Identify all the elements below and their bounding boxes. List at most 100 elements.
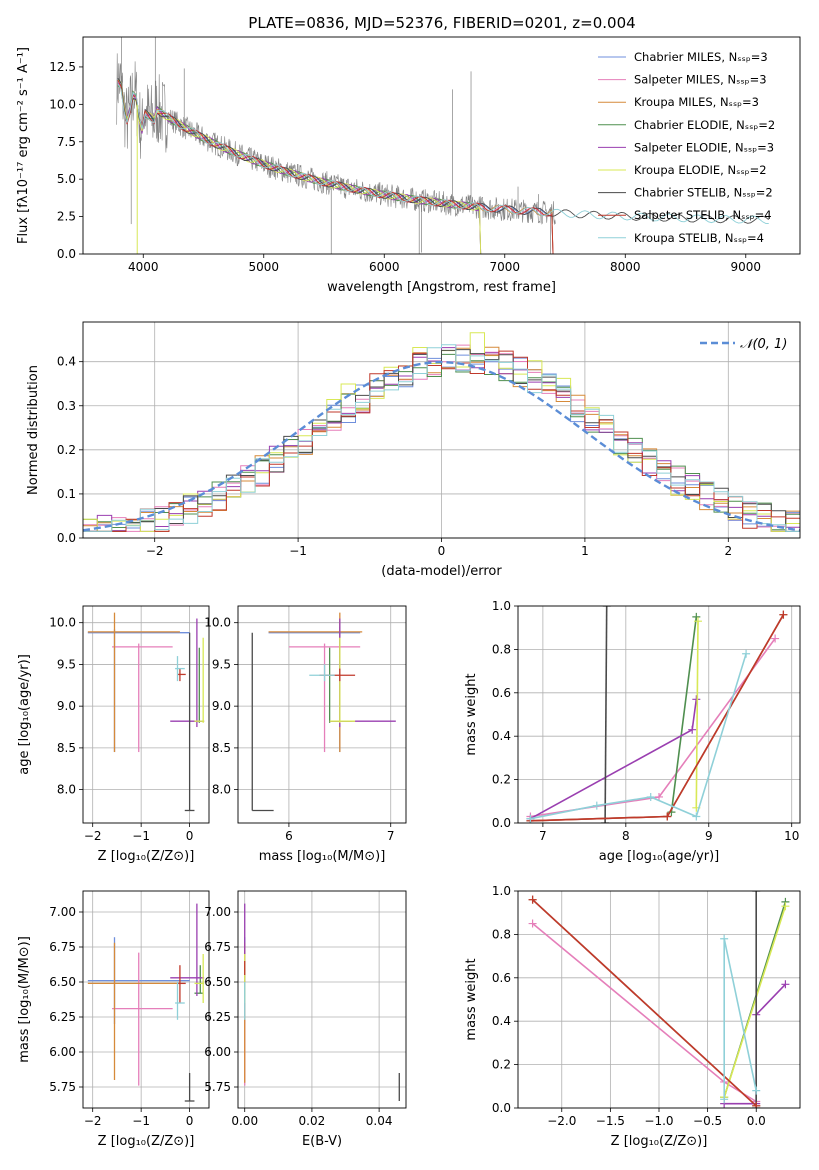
weight-line-7	[604, 606, 608, 823]
weight-marker	[771, 634, 780, 643]
histogram-7	[83, 349, 800, 532]
mass_vs_Z-xtick-label: −1	[132, 1114, 150, 1128]
spectrum-axes: 4000 5000 6000 7000 8000 9000 0.0 2.5 5.0 7.5 10.0…	[16, 37, 769, 295]
mass_vs_ebv-plot-area	[244, 903, 400, 1101]
mass_vs_ebv-ytick-label: 6.50	[204, 975, 231, 989]
weight-marker	[528, 895, 537, 904]
legend-label: 𝒩(0, 1)	[740, 337, 787, 352]
weight_vs_age-plot-area	[526, 606, 788, 823]
age_vs_Z-xtick-label: 0	[186, 829, 194, 843]
weight_vs_age-frame	[517, 605, 801, 824]
residuals-legend: 𝒩(0, 1)	[700, 337, 787, 352]
spectrum-ytick-label: 10.0	[49, 97, 76, 111]
age_vs_Z-ytick-label: 8.0	[57, 783, 76, 797]
spectrum-frame	[82, 36, 801, 255]
weight_vs_Z-frame	[517, 890, 801, 1109]
mass_vs_Z-ytick-label: 6.50	[49, 975, 76, 989]
weight_vs_age-ytick-label: 0.0	[492, 816, 511, 830]
weight_vs_Z-xtick-label: −1.0	[644, 1114, 673, 1128]
spectrum-xtick-label: 9000	[730, 260, 761, 274]
age_vs_mass-axes: 6 7 8.0 8.5 9.0 9.5 10.0 mass [log₁₀(M/M⊙)]	[204, 606, 406, 864]
age_vs_Z-plot-area	[87, 612, 205, 812]
weight_vs_Z-ytick-label: 0.0	[492, 1101, 511, 1115]
weight-line-1	[530, 614, 785, 822]
age_vs_mass-ytick-label: 10.0	[204, 616, 231, 630]
spectrum-ytick-label: 12.5	[49, 60, 76, 74]
normal-curve	[83, 360, 800, 532]
residuals-ytick-label: 0.0	[57, 531, 76, 545]
mass_vs_Z-frame	[82, 890, 210, 1109]
weight-marker	[602, 606, 611, 610]
weight_vs_age-ylabel: mass weight	[464, 673, 479, 755]
spectrum-xtick-label: 6000	[369, 260, 400, 274]
figure-title: PLATE=0836, MJD=52376, FIBERID=0201, z=0…	[248, 14, 635, 32]
histogram-8	[83, 350, 800, 532]
weight_vs_Z-ytick-label: 1.0	[492, 884, 511, 898]
weight-marker	[655, 792, 663, 801]
legend-label: Chabrier STELIB, Nₛₛₚ=2	[634, 186, 773, 200]
mass_vs_Z-xtick-label: −2	[84, 1114, 102, 1128]
residuals-ytick-label: 0.2	[57, 443, 76, 457]
age_vs_Z-axes: −2 −1 0 8.0 8.5 9.0 9.5 10.0 Z [log₁₀(Z/Z⊙)] age …	[17, 606, 209, 864]
model-line-5	[117, 83, 482, 254]
mass_vs_Z-axes: −2 −1 0 5.75 6.00 6.25 6.50 6.75 7.00 Z [log₁₀(Z/…	[17, 891, 209, 1149]
weight-marker	[720, 1095, 729, 1104]
spectrum-xtick-label: 4000	[128, 260, 159, 274]
weight_vs_Z-ylabel: mass weight	[464, 958, 479, 1040]
mass_vs_Z-xlabel: Z [log₁₀(Z/Z⊙)]	[98, 1134, 195, 1149]
legend-label: Kroupa ELODIE, Nₛₛₚ=2	[634, 163, 767, 177]
age_vs_Z-xtick-label: −1	[132, 829, 150, 843]
mass_vs_ebv-xtick-label: 0.04	[366, 1114, 393, 1128]
legend-label: Salpeter ELODIE, Nₛₛₚ=3	[634, 140, 774, 154]
mass_vs_ebv-axes: 0.00 0.02 0.04 5.75 6.00 6.25 6.50 6.75 7.00 E(B-…	[204, 891, 406, 1149]
weight-line-3	[530, 614, 785, 822]
weight-line-6	[695, 621, 699, 808]
model-line-1	[117, 78, 554, 254]
age_vs_Z-ytick-label: 9.0	[57, 699, 76, 713]
spectrum-ytick-label: 2.5	[57, 210, 76, 224]
residuals-xtick-label: 2	[724, 544, 732, 558]
age_vs_mass-ytick-label: 8.5	[212, 741, 231, 755]
residuals-frame	[82, 321, 801, 539]
weight-marker	[601, 819, 610, 823]
age_vs_mass-ytick-label: 9.5	[212, 657, 231, 671]
weight_vs_age-xtick-label: 7	[539, 829, 547, 843]
age_vs_Z-xlabel: Z [log₁₀(Z/Z⊙)]	[98, 849, 195, 864]
weight_vs_age-xtick-label: 10	[784, 829, 799, 843]
weight_vs_Z-xtick-label: −0.5	[693, 1114, 722, 1128]
residuals-ytick-label: 0.3	[57, 399, 76, 413]
residuals-axes: −2 −1 0 1 2 0.0 0.1 0.2 0.3 0.4 (data-model)/error…	[26, 322, 800, 579]
weight_vs_Z-xtick-label: −1.5	[596, 1114, 625, 1128]
weight_vs_Z-plot-area	[528, 891, 790, 1108]
weight-marker	[693, 617, 702, 626]
model-line-9	[117, 83, 769, 224]
weight_vs_age-ytick-label: 0.4	[492, 729, 511, 743]
legend-label: Kroupa STELIB, Nₛₛₚ=4	[634, 231, 764, 245]
histogram-9	[83, 344, 800, 532]
legend-label: Salpeter STELIB, Nₛₛₚ=4	[634, 208, 772, 222]
spectrum-legend: Chabrier MILES, Nₛₛₚ=3 Salpeter MILES, Nₛ…	[598, 50, 775, 245]
spectrum-ytick-label: 7.5	[57, 135, 76, 149]
weight_vs_age-ytick-label: 1.0	[492, 599, 511, 613]
mass_vs_Z-xtick-label: 0	[186, 1114, 194, 1128]
mass_vs_Z-ytick-label: 5.75	[49, 1080, 76, 1094]
legend-label: Salpeter MILES, Nₛₛₚ=3	[634, 73, 767, 87]
spectrum-ylabel: Flux [fλ10⁻¹⁷ erg cm⁻² s⁻¹ A⁻¹]	[16, 47, 31, 244]
weight-marker	[592, 801, 601, 810]
weight-marker	[646, 792, 655, 801]
weight-marker	[528, 919, 537, 928]
mass_vs_ebv-ytick-label: 5.75	[204, 1080, 231, 1094]
weight_vs_Z-ytick-label: 0.2	[492, 1058, 511, 1072]
legend-label: Chabrier ELODIE, Nₛₛₚ=2	[634, 118, 775, 132]
residuals-xlabel: (data-model)/error	[381, 564, 502, 579]
residuals-ylabel: Normed distribution	[26, 365, 41, 495]
mass_vs_ebv-frame	[237, 890, 407, 1109]
spectrum-plot-area	[116, 37, 769, 254]
mass_vs_ebv-xtick-label: 0.02	[299, 1114, 326, 1128]
spectrum-ytick-label: 5.0	[57, 172, 76, 186]
model-line-2	[117, 80, 554, 254]
mass_vs_Z-plot-area	[87, 903, 205, 1102]
weight-marker	[752, 1101, 761, 1108]
mass_vs_Z-ytick-label: 6.25	[49, 1010, 76, 1024]
